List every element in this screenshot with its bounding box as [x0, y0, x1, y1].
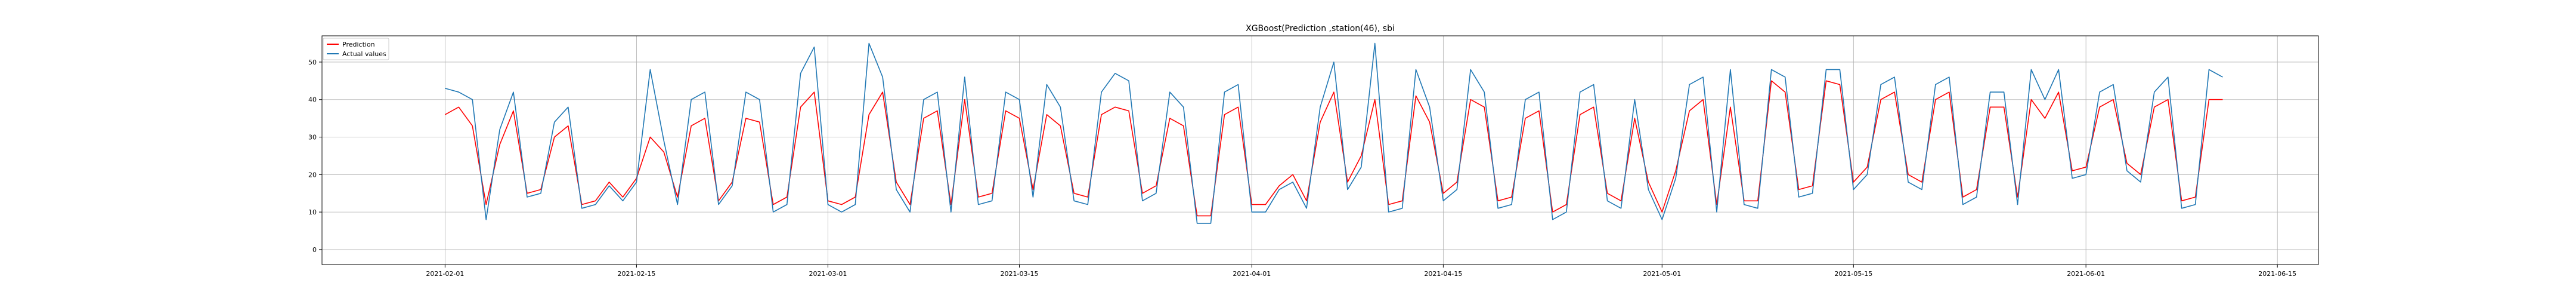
chart-title: XGBoost(Prediction ,station(46), sbi — [1246, 24, 1395, 33]
x-tick-label: 2021-03-15 — [1001, 270, 1039, 278]
legend-label-prediction: Prediction — [342, 41, 375, 48]
x-axis: 2021-02-01 2021-02-15 2021-03-01 2021-03-15… — [426, 265, 2296, 278]
legend: Prediction Actual values — [323, 38, 389, 60]
y-tick-label: 30 — [308, 134, 317, 142]
x-tick-label: 2021-05-01 — [1643, 270, 1681, 278]
x-tick-label: 2021-06-15 — [2258, 270, 2296, 278]
x-tick-label: 2021-03-01 — [809, 270, 847, 278]
actual-values-line — [445, 42, 2223, 224]
series-lines — [445, 42, 2223, 224]
y-tick-label: 50 — [308, 59, 317, 66]
x-tick-label: 2021-05-15 — [1834, 270, 1872, 278]
y-axis: 0 10 20 30 40 50 — [308, 59, 322, 254]
x-tick-label: 2021-02-15 — [617, 270, 655, 278]
gridlines — [322, 36, 2318, 265]
y-tick-label: 0 — [312, 246, 317, 254]
x-tick-label: 2021-04-15 — [1424, 270, 1462, 278]
x-tick-label: 2021-04-01 — [1233, 270, 1271, 278]
y-tick-label: 40 — [308, 96, 317, 104]
legend-label-actual-values: Actual values — [342, 50, 386, 58]
legend-box — [323, 38, 389, 60]
y-tick-label: 10 — [308, 208, 317, 216]
plot-frame — [321, 35, 2319, 265]
y-tick-label: 20 — [308, 171, 317, 179]
x-tick-label: 2021-06-01 — [2067, 270, 2105, 278]
x-tick-label: 2021-02-01 — [426, 270, 464, 278]
